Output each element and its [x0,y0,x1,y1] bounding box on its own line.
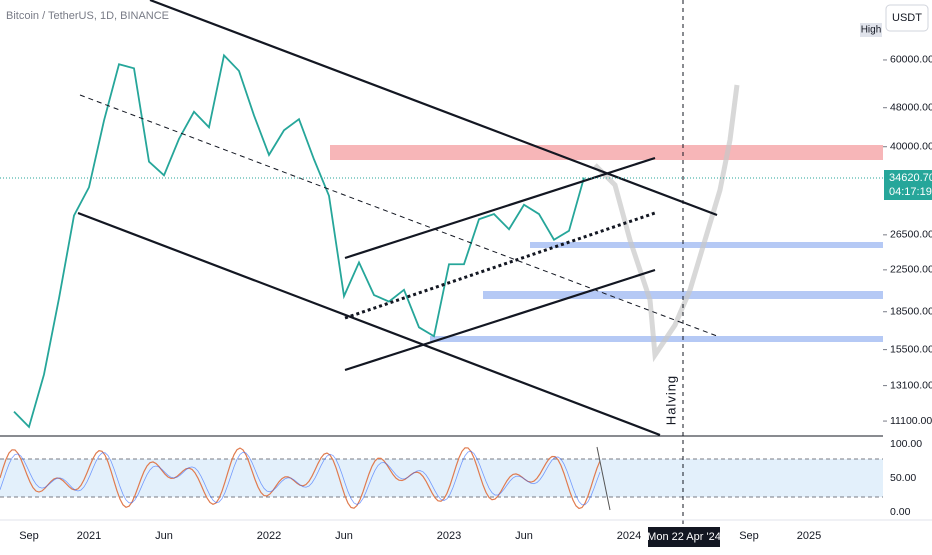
x-tick-label: 2025 [797,530,821,542]
x-tick-label: Sep [19,530,39,542]
y-tick-label: 60000.00 [890,54,932,66]
scale-mode: High [861,25,882,36]
crosshair-badge [648,527,720,547]
channel-mid [344,211,656,320]
y-tick-label: 11100.00 [890,415,932,427]
x-tick-label: 2022 [257,530,281,542]
y-tick-label: 22500.00 [890,264,932,276]
support-zone [430,336,883,342]
last-price: 34620.70 [889,172,932,184]
y-tick-label: 15500.00 [890,343,932,355]
oscillator-band [0,459,883,497]
osc-tick-label: 100.00 [890,438,922,450]
y-tick-label: 48000.00 [890,101,932,113]
arrow [596,446,611,511]
price-line [13,53,585,429]
x-tick-label: 2023 [437,530,461,542]
currency-button[interactable] [885,4,929,32]
channel-line [344,156,656,260]
crosshair-label: Mon 22 Apr '24 [647,531,721,543]
x-tick-label: 2024 [617,530,641,542]
x-tick-label: 2021 [77,530,101,542]
resistance-zone [330,145,883,160]
trend-mid [79,94,718,337]
halving-label: Halving [663,375,678,425]
support-zone [483,291,883,299]
currency[interactable]: USDT [892,12,922,24]
oscillator-signal [0,450,601,506]
support-zone [530,242,883,248]
y-tick-label: 13100.00 [890,379,932,391]
chart-title: Bitcoin / TetherUS, 1D, BINANCE [6,10,169,22]
countdown: 04:17:19 [889,186,932,198]
x-tick-label: Jun [335,530,353,542]
y-tick-label: 40000.00 [890,141,932,153]
y-tick-label: 18500.00 [890,306,932,318]
price-badge [884,170,932,200]
osc-tick-label: 0.00 [890,506,911,518]
x-tick-label: Jun [515,530,533,542]
price-axis [883,0,932,550]
osc-tick-label: 50.00 [890,472,916,484]
x-tick-label: Jun [155,530,173,542]
channel-line [344,268,656,372]
trend-line [149,0,718,217]
y-tick-label: 26500.00 [890,229,932,241]
projection [593,84,740,363]
high-badge [860,23,882,37]
trend-line [77,211,661,437]
x-tick-label: Sep [739,530,759,542]
